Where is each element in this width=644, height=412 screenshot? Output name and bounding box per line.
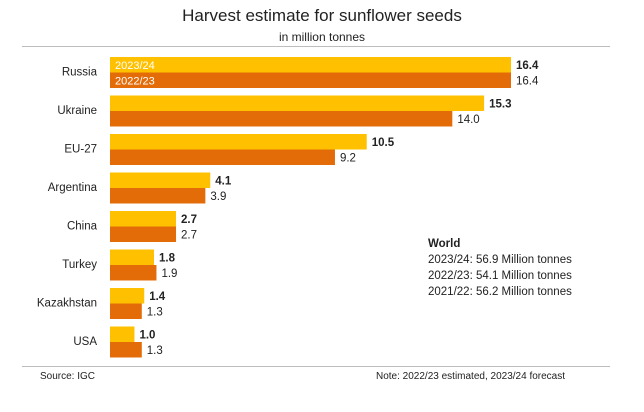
category-label-russia: Russia (62, 67, 98, 79)
chart-subtitle: in million tonnes (278, 30, 366, 44)
world-line-2023-24: 2023/24: 56.9 Million tonnes (428, 254, 572, 266)
value-label-kazakhstan-2022-23: 1.3 (147, 306, 163, 318)
world-line-2022-23: 2022/23: 54.1 Million tonnes (428, 270, 572, 282)
category-label-turkey: Turkey (62, 259, 97, 271)
category-label-kazakhstan: Kazakhstan (37, 298, 97, 310)
value-label-china-2023-24: 2.7 (181, 214, 197, 226)
bar-usa-2022-23 (110, 342, 142, 358)
category-label-usa: USA (73, 336, 97, 348)
bar-china-2022-23 (110, 226, 177, 242)
world-heading: World (428, 238, 461, 250)
value-label-argentina-2023-24: 4.1 (215, 175, 232, 187)
legend-label-2022-23: 2022/23 (115, 75, 155, 87)
bar-russia-2023-24 (110, 57, 511, 73)
bar-turkey-2022-23 (110, 265, 157, 281)
value-label-usa-2023-24: 1.0 (139, 329, 155, 341)
top-divider (22, 46, 610, 47)
value-label-eu-27-2023-24: 10.5 (372, 137, 395, 149)
bar-ukraine-2023-24 (110, 95, 485, 111)
bar-russia-2022-23 (110, 72, 511, 88)
category-label-ukraine: Ukraine (57, 105, 97, 117)
category-label-china: China (67, 221, 98, 233)
chart-title: Harvest estimate for sunflower seeds (182, 6, 462, 25)
value-label-china-2022-23: 2.7 (181, 229, 197, 241)
category-label-eu-27: EU-27 (64, 144, 97, 156)
value-label-ukraine-2023-24: 15.3 (489, 98, 511, 110)
value-label-turkey-2023-24: 1.8 (159, 252, 176, 264)
bar-usa-2023-24 (110, 326, 135, 342)
value-label-usa-2022-23: 1.3 (147, 345, 163, 357)
value-label-argentina-2022-23: 3.9 (210, 191, 226, 203)
value-label-russia-2022-23: 16.4 (516, 75, 539, 87)
bar-ukraine-2022-23 (110, 111, 453, 127)
bar-kazakhstan-2022-23 (110, 303, 142, 319)
value-label-eu-27-2022-23: 9.2 (340, 152, 356, 164)
value-label-ukraine-2022-23: 14.0 (457, 114, 479, 126)
forecast-note: Note: 2022/23 estimated, 2023/24 forecas… (376, 371, 566, 382)
bottom-divider (22, 366, 610, 367)
bar-eu-27-2023-24 (110, 134, 367, 150)
source-note: Source: IGC (40, 371, 96, 382)
value-label-turkey-2022-23: 1.9 (161, 268, 177, 280)
bar-argentina-2022-23 (110, 188, 206, 204)
world-line-2021-22: 2021/22: 56.2 Million tonnes (428, 286, 572, 298)
bar-turkey-2023-24 (110, 249, 155, 265)
category-label-argentina: Argentina (48, 182, 98, 194)
legend-label-2023-24: 2023/24 (115, 60, 155, 72)
world-totals: World 2023/24: 56.9 Million tonnes 2022/… (428, 236, 572, 300)
value-label-kazakhstan-2023-24: 1.4 (149, 291, 166, 303)
bar-kazakhstan-2023-24 (110, 288, 145, 304)
bar-eu-27-2022-23 (110, 149, 335, 165)
bar-argentina-2023-24 (110, 172, 211, 188)
value-label-russia-2023-24: 16.4 (516, 60, 539, 72)
bar-china-2023-24 (110, 211, 177, 227)
